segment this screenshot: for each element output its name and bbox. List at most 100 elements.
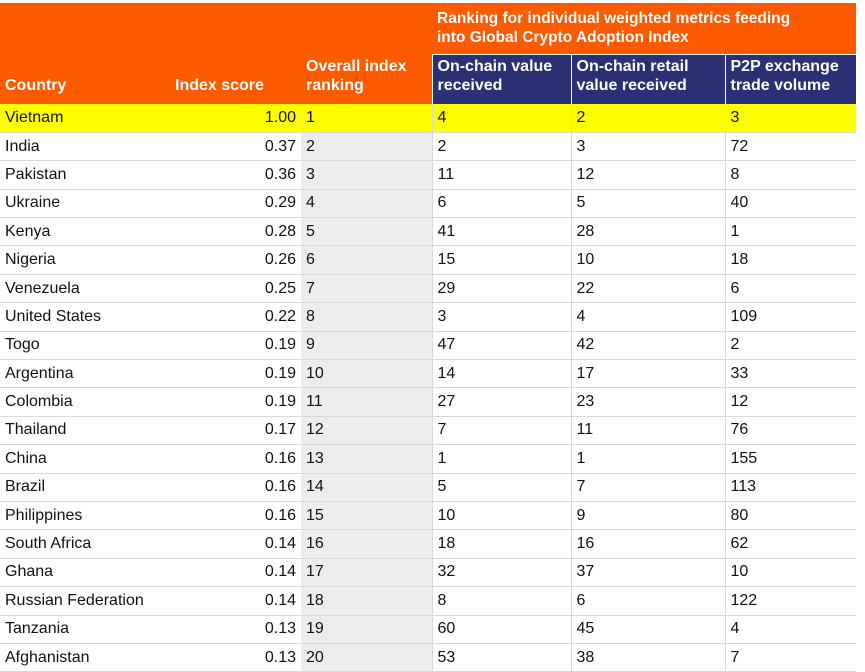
cell-p2p-volume-rank: 2 xyxy=(724,331,856,361)
table-row: United States 0.22 8 3 4 109 xyxy=(0,302,856,332)
cell-p2p-volume-rank: 10 xyxy=(724,558,856,588)
table-row: Pakistan 0.36 3 11 12 8 xyxy=(0,160,856,190)
cell-index-score: 0.25 xyxy=(170,274,301,304)
header-onchain-retail: On-chain retail value received xyxy=(570,54,725,104)
cell-p2p-volume-rank: 4 xyxy=(724,615,856,644)
cell-overall-ranking: 8 xyxy=(301,302,432,332)
cell-index-score: 1.00 xyxy=(170,104,301,133)
table-row: Ukraine 0.29 4 6 5 40 xyxy=(0,189,856,219)
header-p2p-volume: P2P exchange trade volume xyxy=(724,54,856,104)
cell-index-score: 0.17 xyxy=(170,416,301,446)
cell-overall-ranking: 20 xyxy=(301,643,432,672)
table-row: Venezuela 0.25 7 29 22 6 xyxy=(0,274,856,304)
table-row: Nigeria 0.26 6 15 10 18 xyxy=(0,245,856,275)
cell-index-score: 0.29 xyxy=(170,189,301,219)
cell-index-score: 0.37 xyxy=(170,132,301,162)
cell-overall-ranking: 10 xyxy=(301,359,432,389)
cell-index-score: 0.16 xyxy=(170,501,301,531)
cell-onchain-value-rank: 18 xyxy=(431,529,571,559)
cell-p2p-volume-rank: 12 xyxy=(724,387,856,417)
cell-country: Togo xyxy=(0,331,170,361)
cell-onchain-value-rank: 47 xyxy=(431,331,571,361)
header-group-line1: Ranking for individual weighted metrics … xyxy=(437,10,791,27)
cell-onchain-value-rank: 3 xyxy=(431,302,571,332)
cell-p2p-volume-rank: 113 xyxy=(724,473,856,502)
header-overall-ranking-line2: ranking xyxy=(306,77,364,94)
cell-overall-ranking: 1 xyxy=(301,104,432,133)
cell-index-score: 0.22 xyxy=(170,302,301,332)
cell-overall-ranking: 14 xyxy=(301,473,432,502)
cell-onchain-value-rank: 7 xyxy=(431,416,571,446)
cell-country: South Africa xyxy=(0,529,170,559)
cell-p2p-volume-rank: 109 xyxy=(724,302,856,332)
table-row: Thailand 0.17 12 7 11 76 xyxy=(0,416,856,446)
cell-country: Pakistan xyxy=(0,160,170,190)
cell-p2p-volume-rank: 18 xyxy=(724,245,856,275)
cell-onchain-retail-rank: 16 xyxy=(570,529,725,559)
cell-overall-ranking: 16 xyxy=(301,529,432,559)
cell-index-score: 0.14 xyxy=(170,586,301,616)
cell-country: Venezuela xyxy=(0,274,170,304)
cell-overall-ranking: 9 xyxy=(301,331,432,361)
cell-p2p-volume-rank: 1 xyxy=(724,217,856,247)
header-index-score: Index score xyxy=(170,3,301,104)
cell-p2p-volume-rank: 72 xyxy=(724,132,856,162)
cell-overall-ranking: 4 xyxy=(301,189,432,219)
table-row: Colombia 0.19 11 27 23 12 xyxy=(0,387,856,417)
cell-onchain-value-rank: 15 xyxy=(431,245,571,275)
cell-onchain-retail-rank: 10 xyxy=(570,245,725,275)
cell-country: Nigeria xyxy=(0,245,170,275)
cell-onchain-value-rank: 2 xyxy=(431,132,571,162)
header-p2p-line2: trade volume xyxy=(730,77,831,94)
cell-overall-ranking: 18 xyxy=(301,586,432,616)
table-row: Vietnam 1.00 1 4 2 3 xyxy=(0,104,856,133)
cell-index-score: 0.16 xyxy=(170,444,301,474)
cell-onchain-value-rank: 41 xyxy=(431,217,571,247)
cell-index-score: 0.13 xyxy=(170,643,301,672)
cell-onchain-value-rank: 60 xyxy=(431,615,571,644)
cell-onchain-retail-rank: 3 xyxy=(570,132,725,162)
cell-onchain-retail-rank: 37 xyxy=(570,558,725,588)
cell-index-score: 0.19 xyxy=(170,387,301,417)
cell-p2p-volume-rank: 62 xyxy=(724,529,856,559)
cell-overall-ranking: 3 xyxy=(301,160,432,190)
cell-country: Afghanistan xyxy=(0,643,170,672)
header-country: Country xyxy=(0,3,170,104)
cell-onchain-retail-rank: 12 xyxy=(570,160,725,190)
cell-p2p-volume-rank: 155 xyxy=(724,444,856,474)
cell-overall-ranking: 5 xyxy=(301,217,432,247)
cell-overall-ranking: 7 xyxy=(301,274,432,304)
table-row: India 0.37 2 2 3 72 xyxy=(0,132,856,162)
cell-country: Colombia xyxy=(0,387,170,417)
cell-index-score: 0.19 xyxy=(170,359,301,389)
cell-overall-ranking: 2 xyxy=(301,132,432,162)
header-overall-ranking-line1: Overall index xyxy=(306,58,407,75)
table-row: South Africa 0.14 16 18 16 62 xyxy=(0,529,856,559)
cell-index-score: 0.16 xyxy=(170,473,301,502)
cell-index-score: 0.19 xyxy=(170,331,301,361)
header-onchain-value-line2: received xyxy=(437,77,503,94)
table-row: Tanzania 0.13 19 60 45 4 xyxy=(0,615,856,644)
cell-onchain-retail-rank: 22 xyxy=(570,274,725,304)
cell-index-score: 0.13 xyxy=(170,615,301,644)
header-onchain-retail-line1: On-chain retail xyxy=(576,58,689,75)
cell-onchain-retail-rank: 7 xyxy=(570,473,725,502)
cell-country: Tanzania xyxy=(0,615,170,644)
cell-onchain-retail-rank: 28 xyxy=(570,217,725,247)
header-onchain-value: On-chain value received xyxy=(431,54,571,104)
table-row: Brazil 0.16 14 5 7 113 xyxy=(0,473,856,502)
cell-onchain-value-rank: 53 xyxy=(431,643,571,672)
cell-p2p-volume-rank: 76 xyxy=(724,416,856,446)
cell-onchain-value-rank: 1 xyxy=(431,444,571,474)
cell-country: Kenya xyxy=(0,217,170,247)
cell-country: Ukraine xyxy=(0,189,170,219)
cell-onchain-value-rank: 5 xyxy=(431,473,571,502)
cell-index-score: 0.28 xyxy=(170,217,301,247)
cell-onchain-value-rank: 32 xyxy=(431,558,571,588)
cell-country: Brazil xyxy=(0,473,170,502)
table-row: Ghana 0.14 17 32 37 10 xyxy=(0,558,856,588)
cell-overall-ranking: 6 xyxy=(301,245,432,275)
cell-country: India xyxy=(0,132,170,162)
cell-overall-ranking: 17 xyxy=(301,558,432,588)
